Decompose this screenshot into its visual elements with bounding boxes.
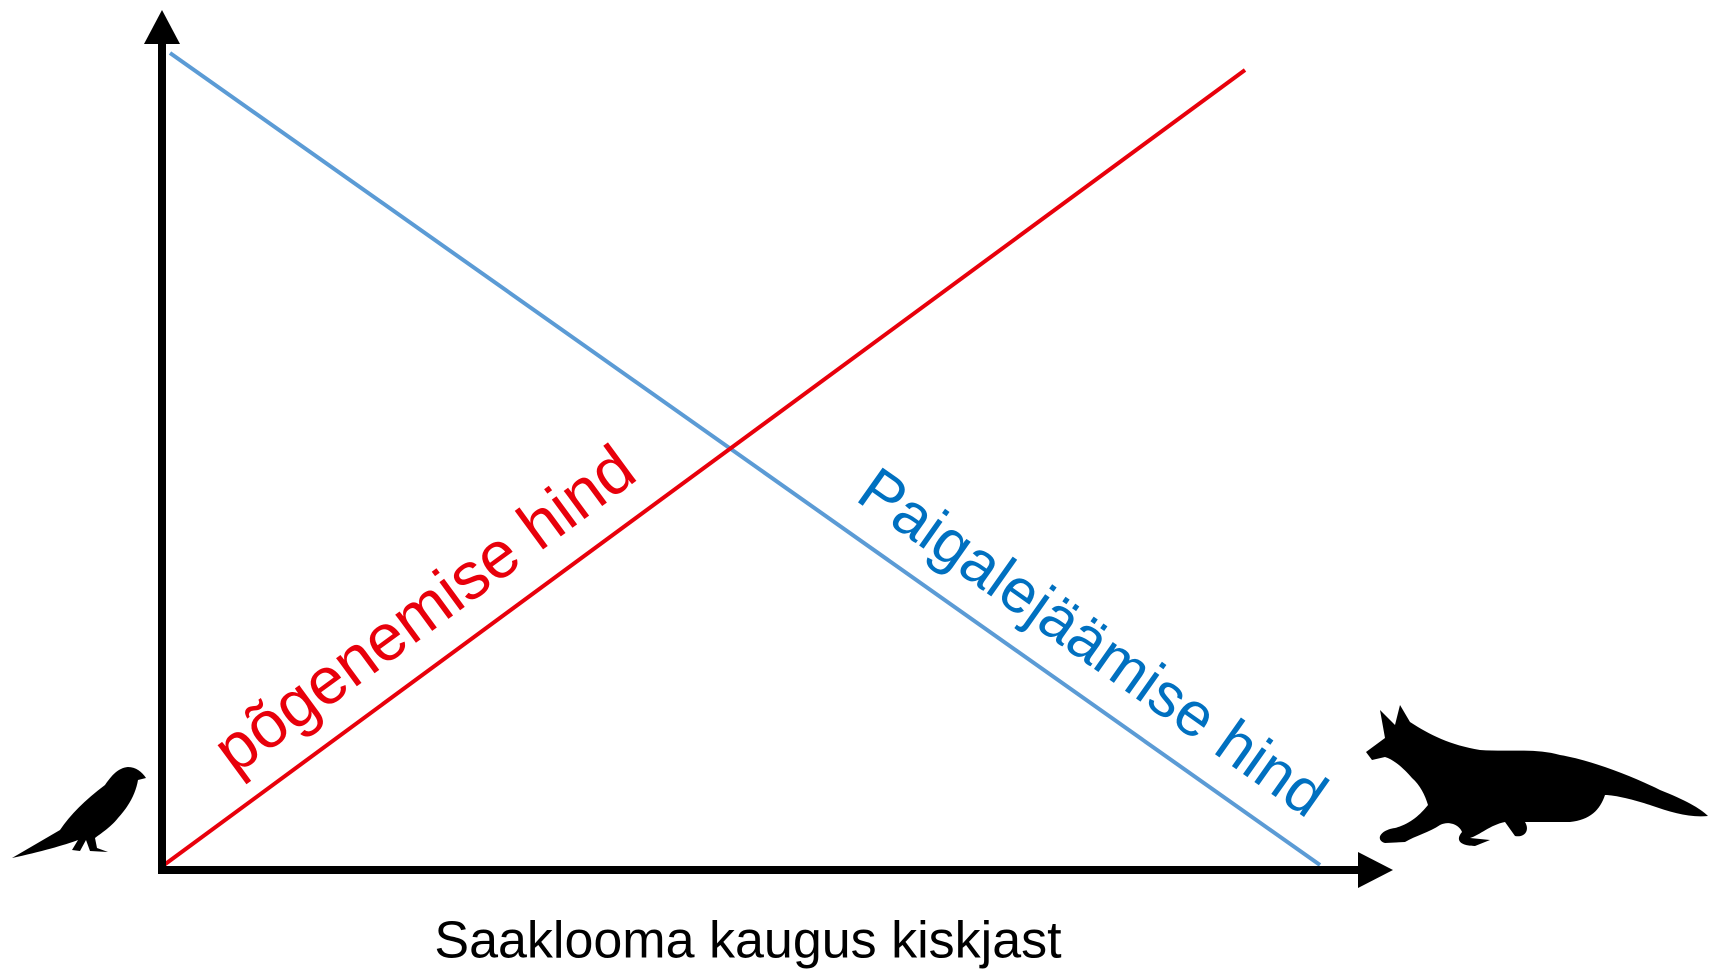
diagram: põgenemise hind Paigalejäämise hind Saak…	[0, 0, 1717, 975]
flee-cost-line	[164, 70, 1245, 865]
x-axis-arrow	[1358, 852, 1393, 888]
x-axis-label: Saaklooma kaugus kiskjast	[434, 912, 1062, 970]
y-axis-arrow	[144, 10, 180, 44]
stay-cost-label: Paigalejäämise hind	[846, 455, 1339, 831]
bird-icon	[12, 767, 146, 858]
stay-cost-line	[170, 53, 1320, 865]
flee-cost-label: põgenemise hind	[199, 430, 648, 787]
page: põgenemise hind Paigalejäämise hind Saak…	[0, 0, 1717, 975]
fox-icon	[1366, 705, 1708, 846]
